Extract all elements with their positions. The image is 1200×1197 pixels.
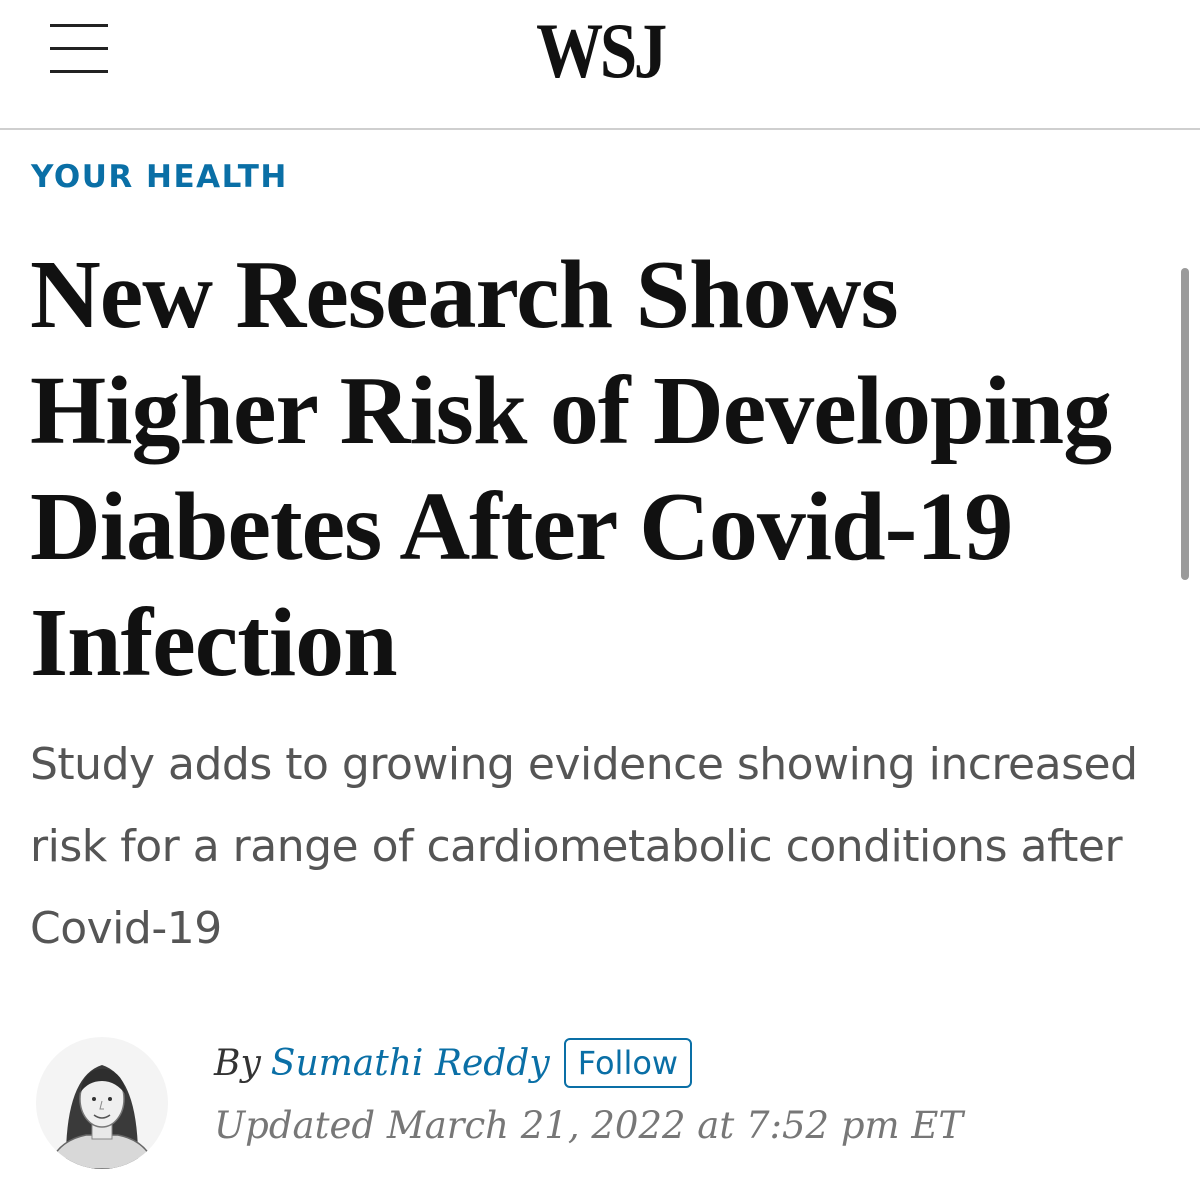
wsj-logo[interactable]: WSJ — [536, 7, 667, 94]
updated-timestamp: Updated March 21, 2022 at 7:52 pm ET — [214, 1104, 964, 1147]
top-nav-bar: WSJ — [0, 0, 1200, 130]
follow-button[interactable]: Follow — [563, 1038, 693, 1088]
byline: By Sumathi Reddy Follow — [214, 1036, 693, 1090]
byline-prefix: By — [214, 1042, 261, 1084]
author-avatar[interactable] — [36, 1037, 168, 1169]
scrollbar-thumb[interactable] — [1181, 268, 1189, 580]
author-portrait-icon — [47, 1065, 157, 1169]
hamburger-menu-icon[interactable] — [50, 24, 108, 74]
section-label[interactable]: YOUR HEALTH — [31, 159, 288, 195]
author-link[interactable]: Sumathi Reddy — [270, 1042, 550, 1084]
article-subheadline: Study adds to growing evidence showing i… — [30, 739, 1138, 954]
article-headline: New Research Shows Higher Risk of Develo… — [30, 241, 1112, 697]
